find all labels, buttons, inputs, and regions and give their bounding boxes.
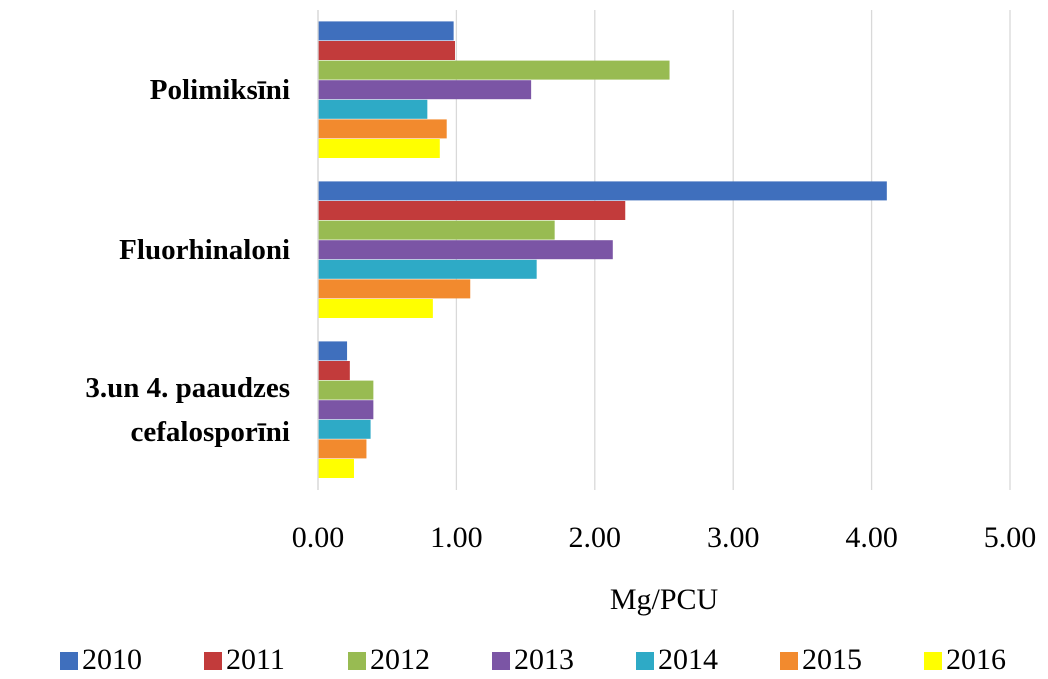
legend-swatch	[636, 652, 654, 670]
bar	[318, 361, 350, 380]
legend-swatch	[204, 652, 222, 670]
legend-label: 2010	[82, 643, 142, 676]
bar	[318, 299, 433, 318]
x-tick-label: 0.00	[292, 521, 345, 554]
legend-label: 2011	[226, 643, 285, 676]
bar	[318, 181, 887, 201]
bar	[318, 99, 428, 119]
legend-label: 2012	[370, 643, 430, 676]
x-tick-label: 5.00	[984, 521, 1037, 554]
bar	[318, 201, 626, 220]
bar	[318, 139, 440, 158]
x-tick-label: 2.00	[569, 521, 622, 554]
bar	[318, 400, 374, 420]
bar	[318, 60, 670, 80]
bar	[318, 119, 447, 139]
bar	[318, 41, 456, 60]
bar	[318, 341, 348, 361]
bar	[318, 459, 354, 478]
legend-swatch	[492, 652, 510, 670]
bar	[318, 240, 613, 260]
x-axis-label: Mg/PCU	[610, 583, 719, 616]
legend-label: 2014	[658, 643, 718, 676]
x-tick-label: 4.00	[845, 521, 898, 554]
legend-swatch	[348, 652, 366, 670]
bar	[318, 419, 371, 439]
y-tick-label: 3.un 4. paaudzes cefalosporīni	[85, 372, 290, 448]
bar	[318, 80, 532, 100]
legend-swatch	[780, 652, 798, 670]
y-tick-label: Polimiksīni	[149, 74, 290, 106]
bar	[318, 279, 471, 299]
bar	[318, 220, 555, 240]
legend-label: 2016	[946, 643, 1006, 676]
legend-swatch	[924, 652, 942, 670]
legend-label: 2013	[514, 643, 574, 676]
y-tick-label: Fluorhinaloni	[119, 234, 290, 266]
bar	[318, 259, 537, 279]
bar	[318, 380, 374, 400]
bar	[318, 21, 454, 41]
legend-swatch	[60, 652, 78, 670]
bar	[318, 439, 367, 459]
legend-label: 2015	[802, 643, 862, 676]
x-tick-label: 3.00	[707, 521, 760, 554]
x-tick-label: 1.00	[430, 521, 483, 554]
